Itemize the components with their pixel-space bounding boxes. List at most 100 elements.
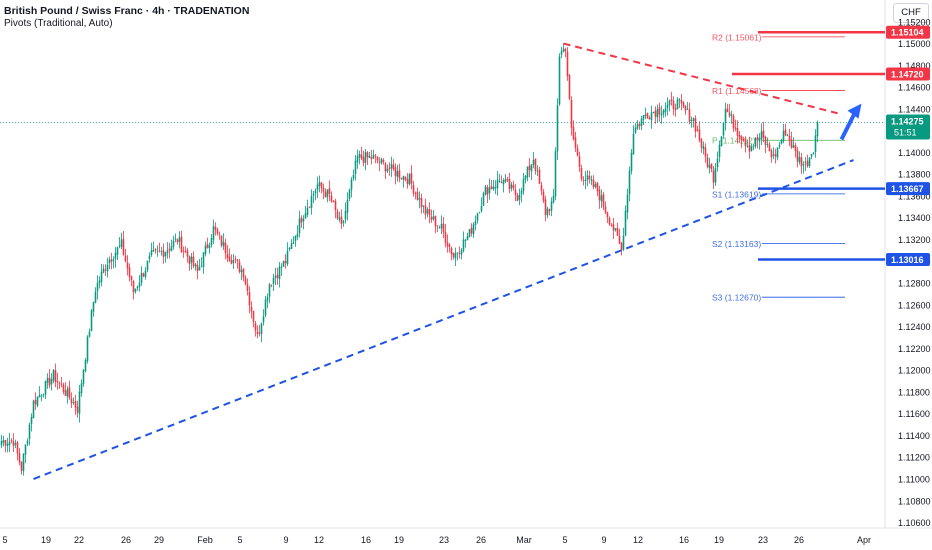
candle-body (796, 150, 799, 162)
candle-body (692, 118, 695, 121)
candle-body (410, 173, 413, 184)
candle-body (154, 248, 157, 250)
candle-body (62, 384, 65, 392)
candle-body (112, 259, 115, 261)
x-tick-label: 16 (361, 535, 371, 545)
candle-body (718, 144, 721, 158)
current-price-tag (886, 114, 930, 140)
price-tag-label: 1.15104 (891, 28, 924, 38)
price-tag-label: 1.13016 (891, 255, 924, 265)
indicator-label[interactable]: Pivots (Traditional, Auto) (4, 18, 113, 29)
candle-body (726, 108, 729, 113)
candle-body (594, 184, 597, 188)
candle-body (182, 250, 185, 252)
candle-body (218, 233, 221, 235)
candle-body (514, 189, 517, 195)
candle-body (196, 264, 199, 272)
candle-body (400, 178, 403, 179)
y-tick-label: 1.11000 (898, 475, 930, 485)
y-tick-label: 1.11400 (898, 431, 930, 441)
candle-body (454, 252, 457, 259)
candle-body (202, 252, 205, 267)
y-tick-label: 1.10800 (898, 496, 931, 506)
candle-body (312, 193, 315, 196)
candle-body (384, 163, 387, 172)
candle-body (276, 274, 279, 279)
candle-body (562, 48, 565, 52)
candle-body (694, 118, 697, 132)
candle-body (490, 185, 493, 190)
candle-body (2, 440, 5, 443)
x-tick-label: 29 (154, 535, 164, 545)
candle-body (466, 236, 469, 241)
candle-body (48, 377, 51, 386)
price-tag-label: 1.14720 (891, 70, 924, 80)
candle-body (314, 190, 317, 194)
y-tick-label: 1.13400 (898, 213, 931, 223)
candle-body (742, 139, 745, 141)
candle-body (302, 218, 305, 222)
x-tick-label: Mar (516, 535, 532, 545)
candle-body (720, 136, 723, 147)
candle-body (178, 237, 181, 242)
candle-body (516, 195, 519, 201)
candle-body (206, 244, 209, 248)
candle-body (98, 280, 101, 284)
candle-body (802, 164, 805, 166)
candle-body (20, 461, 23, 471)
candle-body (242, 268, 245, 278)
x-tick-label: 22 (74, 535, 84, 545)
candle-body (426, 209, 429, 214)
candle-body (132, 281, 135, 293)
candle-body (556, 105, 559, 152)
candle-body (316, 184, 319, 190)
candle-body (320, 182, 323, 189)
candle-body (114, 252, 117, 259)
candle-body (408, 174, 411, 185)
candle-body (326, 189, 329, 198)
candle-body (146, 260, 149, 271)
candle-body (144, 270, 147, 278)
candle-body (644, 114, 647, 116)
candle-body (264, 299, 267, 316)
candle-body (756, 137, 759, 141)
candle-body (792, 145, 795, 148)
candle-body (704, 147, 707, 157)
rising-support-trendline[interactable] (33, 159, 854, 480)
candle-body (82, 370, 85, 384)
candle-body (632, 133, 635, 155)
candle-body (174, 238, 177, 240)
candle-body (652, 112, 655, 113)
candle-body (762, 130, 765, 138)
candle-body (482, 193, 485, 206)
candle-body (282, 261, 285, 267)
candle-body (494, 186, 497, 189)
candle-body (548, 209, 551, 212)
candle-body (394, 167, 397, 177)
candle-body (150, 250, 153, 256)
candle-body (168, 248, 171, 251)
candle-body (84, 360, 87, 371)
candle-body (100, 271, 103, 282)
candle-body (706, 157, 709, 167)
candle-body (800, 157, 803, 167)
forecast-arrow-head[interactable] (847, 103, 862, 119)
y-tick-label: 1.10600 (898, 518, 931, 528)
candle-body (8, 441, 11, 446)
forecast-arrow-shaft[interactable] (839, 110, 858, 141)
candle-body (778, 145, 781, 147)
candle-body (650, 112, 653, 121)
y-tick-label: 1.12800 (898, 279, 931, 289)
candle-body (338, 217, 341, 220)
candle-body (370, 157, 373, 160)
candle-body (568, 75, 571, 99)
candle-body (418, 198, 421, 200)
candle-body (232, 260, 235, 263)
candle-body (378, 161, 381, 163)
currency-button[interactable]: CHF (893, 3, 929, 23)
x-tick-label: 23 (758, 535, 768, 545)
candle-body (330, 195, 333, 202)
price-tag (886, 182, 930, 196)
falling-resistance-trendline[interactable] (563, 42, 838, 115)
